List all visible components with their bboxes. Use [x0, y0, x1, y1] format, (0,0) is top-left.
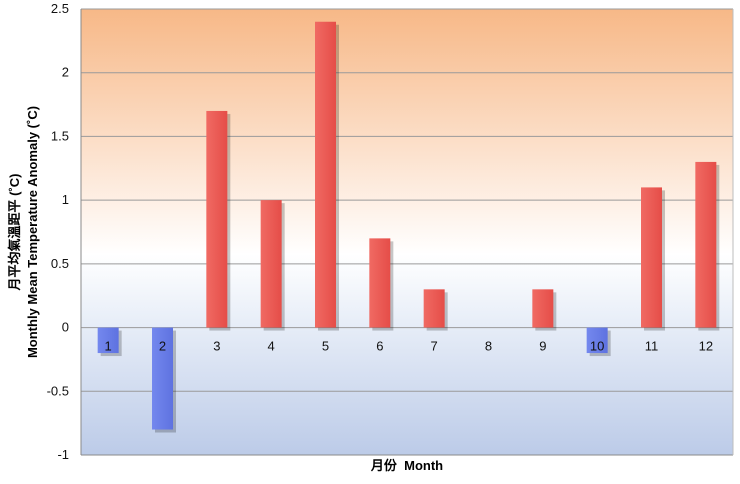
- bars: [97, 21, 720, 433]
- x-tick-label: 12: [699, 339, 713, 354]
- x-axis-title: 月份 Month: [370, 458, 443, 473]
- y-tick-label: 1: [62, 192, 69, 207]
- y-axis-title-english: Monthly Mean Temperature Anomaly (˚C): [25, 106, 40, 358]
- y-tick-label: -0.5: [47, 383, 69, 398]
- x-tick-label: 9: [539, 339, 546, 354]
- x-tick-label: 2: [159, 339, 166, 354]
- bar-month-5: [315, 21, 336, 328]
- bar-month-3: [206, 110, 228, 328]
- y-tick-label: -1: [57, 447, 69, 462]
- y-tick-label: 0.5: [51, 256, 69, 271]
- grid-lines: [81, 8, 733, 456]
- bar-month-1: [97, 327, 119, 354]
- x-tick-label: 6: [376, 339, 383, 354]
- bar-month-7: [423, 289, 445, 328]
- bar-month-9: [532, 289, 554, 328]
- plot-area-background: [81, 9, 733, 455]
- bar-month-4: [260, 200, 282, 328]
- x-axis-ticks: 1 2 3 4 5 6 7 8 9 10 11 12: [105, 339, 714, 354]
- x-tick-label: 1: [105, 339, 112, 354]
- x-tick-label: 7: [431, 339, 438, 354]
- x-tick-label: 8: [485, 339, 492, 354]
- x-tick-label: 4: [268, 339, 275, 354]
- x-tick-label: 5: [322, 339, 329, 354]
- y-tick-label: 0: [62, 320, 69, 335]
- y-axis-ticks: -1 -0.5 0 0.5 1 1.5 2 2.5: [47, 1, 69, 462]
- bar-month-2: [152, 327, 173, 430]
- bar-month-6: [369, 238, 391, 328]
- x-tick-label: 3: [213, 339, 220, 354]
- bar-month-12: [695, 161, 717, 328]
- bar-month-11: [641, 187, 662, 328]
- bar-month-10: [586, 327, 608, 354]
- y-tick-label: 2: [62, 65, 69, 80]
- y-axis-title-chinese: 月平均氣溫距平 (˚C): [7, 174, 22, 292]
- x-tick-label: 11: [645, 339, 659, 354]
- x-tick-label: 10: [590, 339, 604, 354]
- y-tick-label: 1.5: [51, 128, 69, 143]
- y-tick-label: 2.5: [51, 1, 69, 16]
